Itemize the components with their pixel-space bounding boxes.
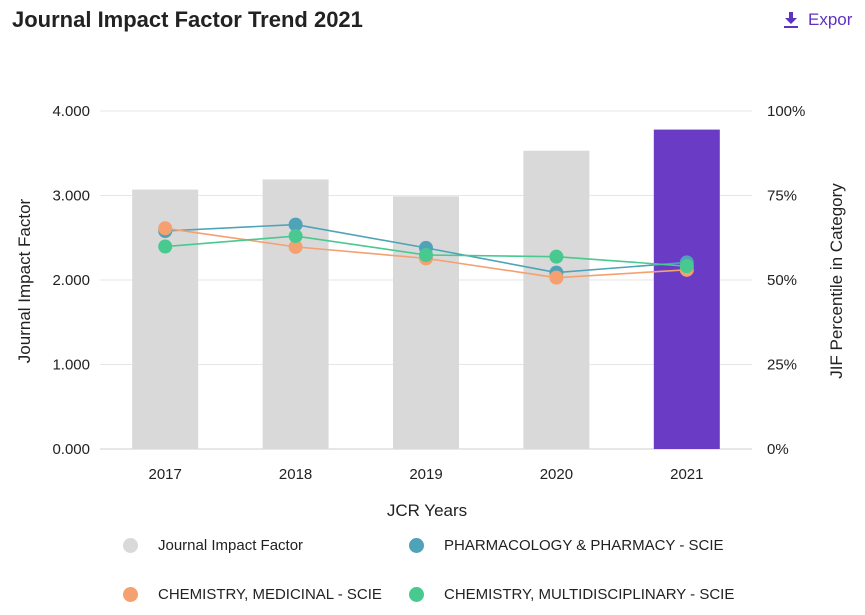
y-axis-label: Journal Impact Factor: [15, 198, 34, 363]
y-tick-label: 0.000: [52, 441, 90, 458]
legend-label: Journal Impact Factor: [158, 537, 304, 554]
legend-label: CHEMISTRY, MEDICINAL - SCIE: [158, 586, 382, 603]
y-tick-label: 1.000: [52, 357, 90, 374]
point-chemistry-multidisciplinary-scie-2020[interactable]: [549, 249, 564, 264]
x-tick-label: 2017: [149, 466, 182, 483]
export-label: Expor: [808, 10, 853, 29]
legend-item-chemistry-medicinal-scie[interactable]: CHEMISTRY, MEDICINAL - SCIE: [123, 586, 382, 603]
legend-item-pharmacology-pharmacy-scie[interactable]: PHARMACOLOGY & PHARMACY - SCIE: [409, 537, 724, 554]
bar-2021[interactable]: [653, 129, 720, 449]
export-button[interactable]: Expor: [784, 10, 852, 30]
legend-marker-icon: [123, 587, 138, 602]
y2-tick-label: 0%: [767, 441, 789, 458]
x-tick-label: 2019: [409, 466, 442, 483]
download-icon: [784, 12, 798, 28]
point-pharmacology-pharmacy-scie-2018[interactable]: [288, 217, 303, 232]
y-tick-label: 3.000: [52, 188, 90, 205]
y2-tick-label: 50%: [767, 272, 797, 289]
y2-axis-label: JIF Percentile in Category: [827, 183, 846, 379]
y-tick-label: 4.000: [52, 103, 90, 120]
legend-label: CHEMISTRY, MULTIDISCIPLINARY - SCIE: [444, 586, 735, 603]
legend-item-journal-impact-factor[interactable]: Journal Impact Factor: [123, 537, 303, 554]
legend-item-chemistry-multidisciplinary-scie[interactable]: CHEMISTRY, MULTIDISCIPLINARY - SCIE: [409, 586, 734, 603]
bar-2019[interactable]: [393, 196, 459, 449]
point-chemistry-multidisciplinary-scie-2017[interactable]: [158, 239, 173, 254]
y2-tick-label: 25%: [767, 357, 797, 374]
axis-ticks: 0.000 1.000 2.000 3.000 4.000 0% 25% 50% 75% 100%…: [52, 103, 805, 483]
point-chemistry-multidisciplinary-scie-2018[interactable]: [288, 229, 303, 244]
legend-label: PHARMACOLOGY & PHARMACY - SCIE: [444, 537, 724, 554]
bars: [132, 129, 720, 449]
x-tick-label: 2020: [540, 466, 573, 483]
x-tick-label: 2018: [279, 466, 312, 483]
point-chemistry-multidisciplinary-scie-2019[interactable]: [419, 247, 433, 262]
bar-2020[interactable]: [523, 150, 590, 449]
point-chemistry-medicinal-scie-2020[interactable]: [549, 270, 564, 285]
point-chemistry-medicinal-scie-2018[interactable]: [288, 239, 303, 254]
series-points: [158, 217, 694, 285]
point-chemistry-multidisciplinary-scie-2021[interactable]: [679, 259, 694, 274]
x-axis-label: JCR Years: [387, 501, 467, 520]
legend-marker-icon: [409, 587, 424, 602]
y-tick-label: 2.000: [52, 272, 90, 289]
page-title: Journal Impact Factor Trend 2021: [12, 7, 363, 32]
legend-marker-icon: [123, 538, 138, 553]
point-chemistry-medicinal-scie-2017[interactable]: [158, 221, 173, 236]
chart-header: Journal Impact Factor Trend 2021 Expor: [0, 0, 865, 46]
y2-tick-label: 75%: [767, 188, 797, 205]
legend-marker-icon: [409, 538, 424, 553]
y2-tick-label: 100%: [767, 103, 805, 120]
x-tick-label: 2021: [670, 466, 703, 483]
impact-factor-chart: 0.000 1.000 2.000 3.000 4.000 0% 25% 50% 75% 100%…: [15, 103, 846, 520]
